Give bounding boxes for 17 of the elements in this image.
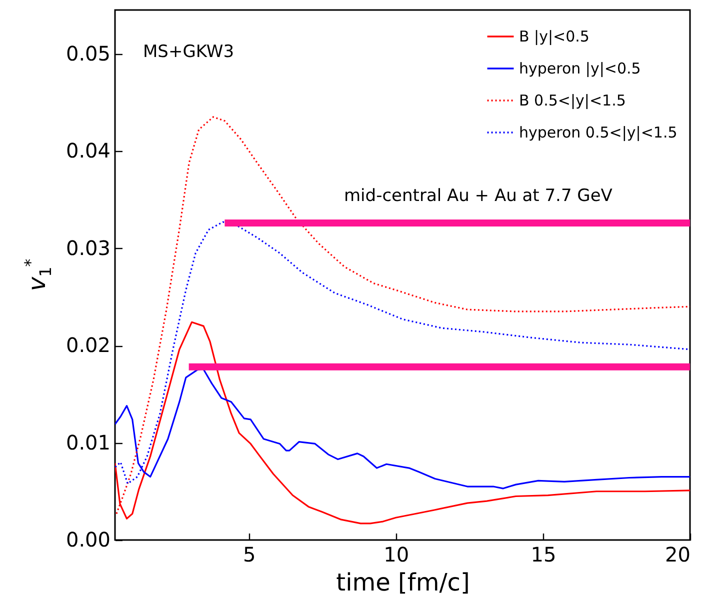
legend-label: hyperon |y|<0.5 (519, 60, 641, 78)
legend-label: B 0.5<|y|<1.5 (519, 92, 626, 110)
y-tick-label: 0.05 (66, 41, 110, 66)
x-tick-label: 10 (384, 542, 410, 566)
x-tick-label: 15 (530, 542, 556, 566)
y-tick-label: 0.03 (66, 236, 110, 260)
y-tick-label: 0.02 (66, 333, 110, 358)
y-tick-label: 0.00 (66, 528, 110, 552)
x-tick-label: 5 (242, 542, 256, 566)
annotation: MS+GKW3 (143, 42, 234, 62)
x-tick-label: 20 (665, 542, 690, 566)
y-tick-label: 0.04 (66, 138, 110, 163)
annotation: mid-central Au + Au at 7.7 GeV (344, 186, 613, 206)
y-tick-label: 0.01 (66, 430, 110, 454)
legend-label: hyperon 0.5<|y|<1.5 (519, 124, 678, 142)
x-axis-title: time [fm/c] (336, 568, 470, 596)
legend-label: B |y|<0.5 (519, 28, 590, 46)
